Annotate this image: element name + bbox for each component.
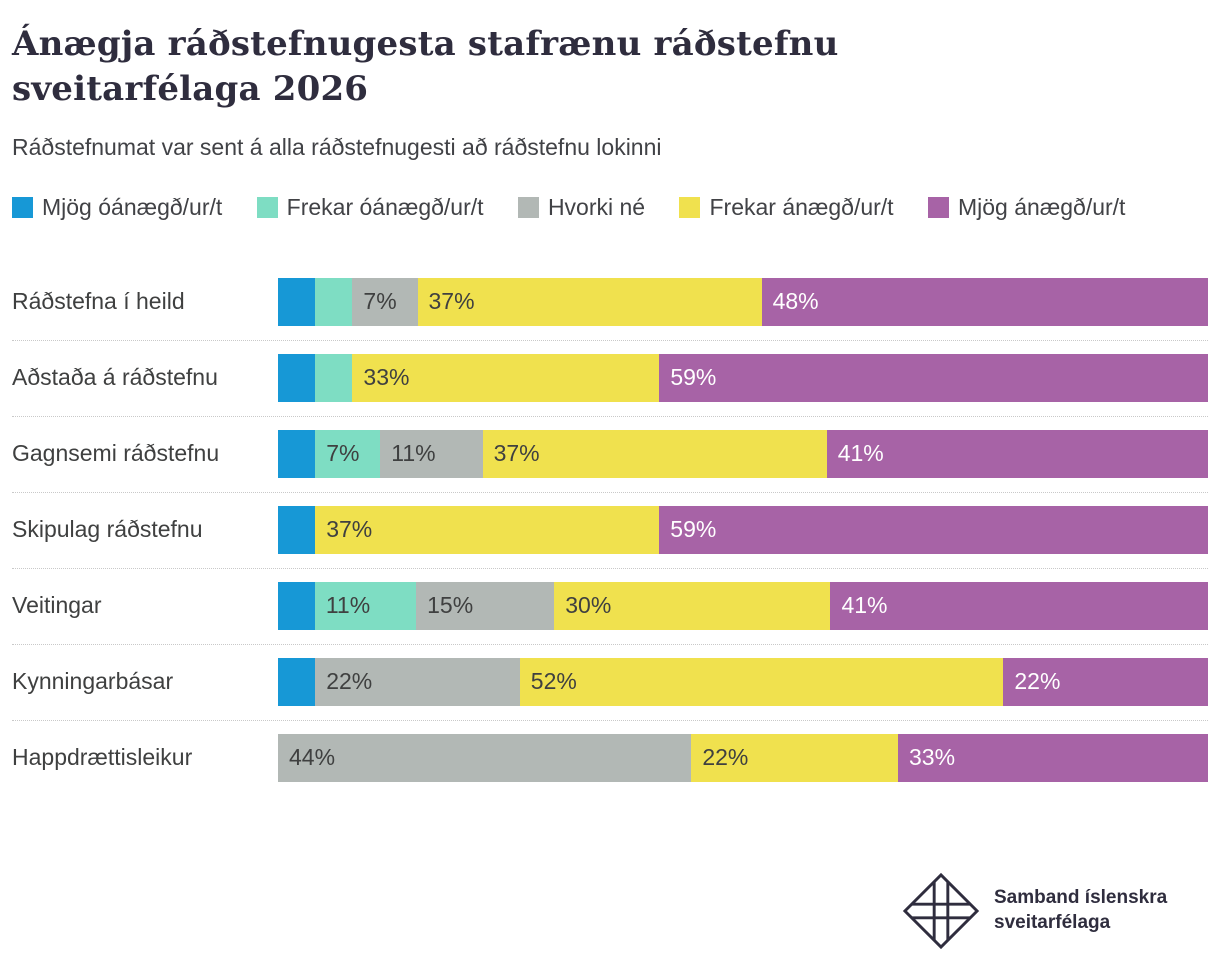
bar-segment [278, 657, 316, 706]
legend-swatch [679, 196, 701, 218]
chart-rows: Ráðstefna í heild 7% 37% 48% Aðstaða á ráðst… [12, 265, 1209, 796]
org-name: Samband íslenskra sveitarfélaga [994, 887, 1168, 933]
category-label: Kynningarbásar [12, 668, 174, 695]
category-label: Happdrættisleikur [12, 744, 193, 771]
bar-segment: 48% [761, 277, 1208, 326]
bar-segment: 59% [659, 353, 1209, 402]
bar-segment [278, 353, 316, 402]
stacked-bar: 11% 15% 30% 41% [278, 581, 1208, 630]
bar-segment: 7% [352, 277, 418, 326]
segment-value: 48% [772, 288, 819, 315]
segment-value: 22% [702, 744, 749, 771]
segment-value: 41% [837, 440, 884, 467]
category-label: Aðstaða á ráðstefnu [12, 364, 218, 391]
bar-segment [315, 353, 353, 402]
segment-value: 7% [326, 440, 360, 467]
stacked-bar: 22% 52% 22% [278, 657, 1208, 706]
category-label: Gagnsemi ráðstefnu [12, 440, 220, 467]
page-subtitle: Ráðstefnumat var sent á alla ráðstefnuge… [12, 133, 662, 160]
legend-item: Frekar óánægð/ur/t [256, 193, 484, 220]
bar-segment [315, 277, 353, 326]
segment-value: 22% [1014, 668, 1061, 695]
legend-label: Mjög ánægð/ur/t [957, 193, 1126, 220]
chart-row: Kynningarbásar 22% 52% 22% [12, 645, 1208, 721]
stacked-bar: 7% 11% 37% 41% [278, 429, 1208, 478]
segment-value: 11% [391, 440, 436, 467]
legend-item: Frekar ánægð/ur/t [679, 193, 894, 220]
bar-segment: 11% [314, 581, 417, 630]
segment-value: 33% [363, 364, 410, 391]
chart-row: Ráðstefna í heild 7% 37% 48% [12, 265, 1208, 341]
segment-value: 11% [325, 592, 371, 619]
bar-segment: 41% [830, 581, 1208, 630]
category-label: Ráðstefna í heild [12, 288, 185, 315]
segment-value: 15% [427, 592, 474, 619]
segment-value: 41% [841, 592, 888, 619]
stacked-bar: 37% 59% [278, 505, 1208, 554]
segment-value: 33% [909, 744, 956, 771]
segment-value: 37% [493, 440, 540, 467]
legend-swatch [927, 196, 949, 218]
bar-segment: 33% [352, 353, 660, 402]
chart-row: Aðstaða á ráðstefnu 33% 59% [12, 341, 1209, 417]
bar-segment: 7% [315, 429, 381, 478]
legend-label: Frekar óánægð/ur/t [286, 193, 484, 220]
bar-segment: 41% [826, 429, 1208, 478]
bar-segment: 33% [898, 733, 1208, 782]
bar-segment [278, 505, 316, 554]
chart-row: Veitingar 11% 15% 30% 41% [12, 569, 1208, 645]
stacked-bar: 33% 59% [278, 353, 1209, 402]
legend-label: Hvorki né [547, 193, 646, 220]
page-title: Ánægja ráðstefnugesta stafrænu ráðstefnu… [12, 24, 839, 109]
segment-value: 52% [530, 668, 577, 695]
legend-swatch [517, 196, 539, 218]
legend: Mjög óánægð/ur/t Frekar óánægð/ur/t Hvor… [12, 187, 1208, 227]
stacked-bar: 7% 37% 48% [278, 277, 1208, 326]
bar-segment: 15% [416, 581, 555, 630]
stacked-bar: 44% 22% 33% [278, 733, 1208, 782]
segment-value: 44% [289, 744, 336, 771]
segment-value: 59% [670, 516, 717, 543]
segment-value: 30% [565, 592, 612, 619]
segment-value: 7% [363, 288, 397, 315]
bar-segment: 22% [1003, 657, 1208, 706]
chart-row: Skipulag ráðstefnu 37% 59% [12, 493, 1208, 569]
bar-segment [278, 277, 316, 326]
bar-segment: 59% [659, 505, 1208, 554]
legend-item: Mjög óánægð/ur/t [12, 194, 222, 220]
legend-swatch [256, 196, 278, 218]
bar-segment: 52% [519, 657, 1004, 706]
legend-label: Mjög óánægð/ur/t [42, 193, 223, 220]
legend-item: Mjög ánægð/ur/t [927, 193, 1126, 220]
bar-segment: 37% [315, 505, 660, 554]
bar-segment: 37% [417, 277, 762, 326]
bar-segment: 22% [315, 657, 520, 706]
segment-value: 22% [326, 668, 373, 695]
category-label: Skipulag ráðstefnu [12, 516, 203, 543]
bar-segment: 22% [691, 733, 898, 782]
footer: Samband íslenskra sveitarfélaga [902, 872, 1206, 950]
bar-segment: 30% [554, 581, 831, 630]
samband-islenskra-sveitarfelaga-logo-icon [902, 872, 980, 950]
legend-label: Frekar ánægð/ur/t [709, 193, 894, 220]
segment-value: 37% [326, 516, 373, 543]
legend-swatch [12, 196, 33, 218]
category-label: Veitingar [12, 592, 102, 619]
chart-row: Happdrættisleikur 44% 22% 33% [12, 721, 1208, 796]
bar-segment [278, 581, 315, 630]
legend-item: Hvorki né [517, 193, 646, 220]
bar-segment [278, 429, 316, 478]
bar-segment: 37% [482, 429, 827, 478]
chart-row: Gagnsemi ráðstefnu 7% 11% 37% 41% [12, 417, 1208, 493]
segment-value: 37% [428, 288, 475, 315]
bar-segment: 11% [380, 429, 483, 478]
segment-value: 59% [670, 364, 717, 391]
bar-segment: 44% [278, 733, 692, 782]
